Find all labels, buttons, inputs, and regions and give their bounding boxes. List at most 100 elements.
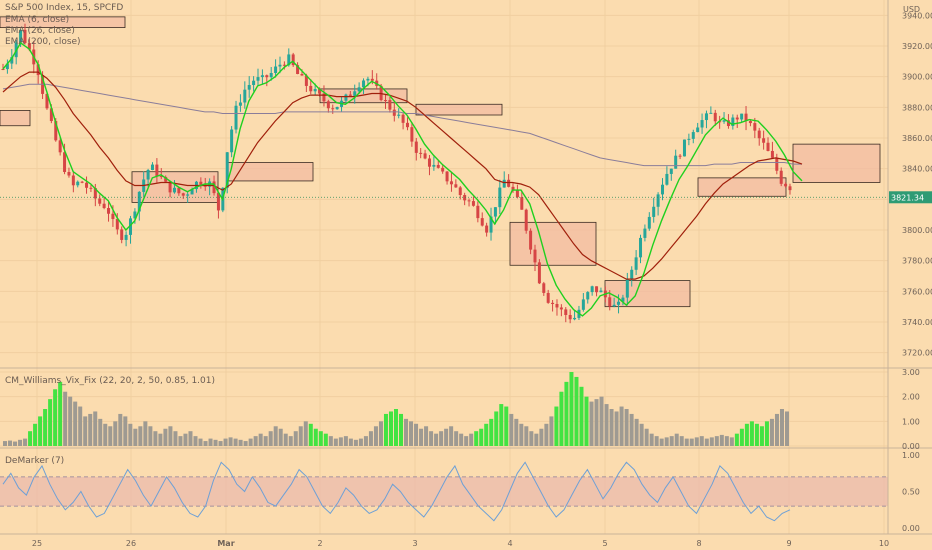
candle-body bbox=[656, 194, 660, 207]
vix-bar bbox=[784, 411, 789, 446]
candle-body bbox=[322, 93, 326, 102]
candle-body bbox=[370, 78, 374, 81]
vix-bar bbox=[163, 428, 168, 446]
candle-body bbox=[98, 198, 102, 204]
candle-body bbox=[432, 164, 436, 167]
vix-bar bbox=[333, 438, 338, 446]
vix-bar bbox=[123, 416, 128, 446]
vix-tick-label: 2.00 bbox=[902, 393, 920, 402]
vix-bar bbox=[479, 428, 484, 446]
vix-bar bbox=[23, 438, 28, 446]
candle-body bbox=[357, 87, 361, 92]
vix-bar bbox=[98, 418, 103, 446]
candle-body bbox=[318, 88, 322, 94]
vix-bar bbox=[183, 433, 188, 446]
vix-bar bbox=[178, 436, 183, 446]
vix-bar bbox=[714, 436, 719, 446]
vix-bar bbox=[574, 376, 579, 446]
y-tick-label: 3900.00 bbox=[902, 73, 932, 82]
vix-bar bbox=[544, 423, 549, 446]
supply-demand-zone bbox=[0, 110, 31, 127]
vix-bar bbox=[534, 433, 539, 446]
candle-body bbox=[177, 187, 181, 194]
vix-bar bbox=[504, 406, 509, 446]
candle-body bbox=[10, 57, 14, 64]
vix-bar bbox=[569, 372, 574, 446]
candle-body bbox=[71, 175, 75, 186]
vix-bar bbox=[28, 431, 33, 446]
vix-bar bbox=[343, 436, 348, 446]
vix-bar bbox=[559, 391, 564, 446]
candle-body bbox=[643, 228, 647, 238]
candle-body bbox=[788, 186, 792, 191]
vix-bar bbox=[709, 437, 714, 446]
vix-bar bbox=[754, 423, 759, 446]
candle-body bbox=[740, 113, 744, 120]
candle-body bbox=[779, 170, 783, 184]
vix-bar bbox=[63, 391, 68, 446]
vix-bar bbox=[128, 423, 133, 446]
legend-ema-26: EMA (26, close) bbox=[5, 26, 75, 36]
vix-bar bbox=[639, 423, 644, 446]
vix-bar bbox=[704, 438, 709, 446]
vix-bar bbox=[599, 396, 604, 446]
vix-bar bbox=[539, 428, 544, 446]
candle-body bbox=[36, 64, 40, 76]
candle-body bbox=[63, 152, 67, 172]
vix-bar bbox=[213, 439, 218, 446]
candle-body bbox=[137, 191, 141, 212]
vix-bar bbox=[263, 436, 268, 446]
vix-bar bbox=[694, 437, 699, 446]
candle-body bbox=[704, 113, 708, 121]
candle-body bbox=[476, 205, 480, 219]
vix-bar bbox=[589, 401, 594, 446]
vix-bar bbox=[669, 436, 674, 446]
candle-body bbox=[419, 152, 423, 154]
candle-body bbox=[766, 142, 770, 151]
x-tick-label: 9 bbox=[786, 539, 791, 548]
candle-body bbox=[573, 317, 577, 320]
candle-body bbox=[480, 218, 484, 226]
candle-body bbox=[581, 299, 585, 310]
vix-bar bbox=[193, 436, 198, 446]
candle-body bbox=[344, 94, 348, 101]
candle-body bbox=[784, 183, 788, 187]
vix-bar bbox=[318, 431, 323, 446]
candle-body bbox=[744, 113, 748, 122]
vix-bar bbox=[298, 426, 303, 446]
candle-body bbox=[296, 65, 300, 75]
x-tick-label: 10 bbox=[879, 539, 889, 548]
vix-bar bbox=[338, 437, 343, 446]
vix-bar bbox=[283, 433, 288, 446]
candle-body bbox=[384, 100, 388, 102]
vix-bar bbox=[634, 418, 639, 446]
candle-body bbox=[115, 219, 119, 230]
vix-bar bbox=[218, 441, 223, 446]
candle-body bbox=[700, 120, 704, 128]
candle-body bbox=[27, 43, 31, 50]
vix-bar bbox=[143, 421, 148, 446]
vix-bar bbox=[744, 423, 749, 446]
candle-body bbox=[511, 186, 515, 191]
vix-bar bbox=[604, 404, 609, 446]
vix-bar bbox=[248, 438, 253, 446]
vix-bar bbox=[474, 431, 479, 446]
vix-bar bbox=[469, 433, 474, 446]
vix-bar bbox=[684, 438, 689, 446]
candle-body bbox=[542, 283, 546, 293]
candle-body bbox=[335, 106, 339, 110]
candle-body bbox=[181, 193, 185, 196]
candle-body bbox=[216, 193, 220, 211]
candle-body bbox=[770, 150, 774, 158]
vix-bar bbox=[644, 428, 649, 446]
candle-body bbox=[555, 304, 559, 308]
vix-bar bbox=[719, 434, 724, 446]
candle-body bbox=[1, 69, 5, 70]
candle-body bbox=[524, 209, 528, 231]
vix-bar bbox=[223, 438, 228, 446]
vix-bar bbox=[238, 439, 243, 446]
candle-body bbox=[287, 54, 291, 66]
vix-bar bbox=[779, 409, 784, 446]
